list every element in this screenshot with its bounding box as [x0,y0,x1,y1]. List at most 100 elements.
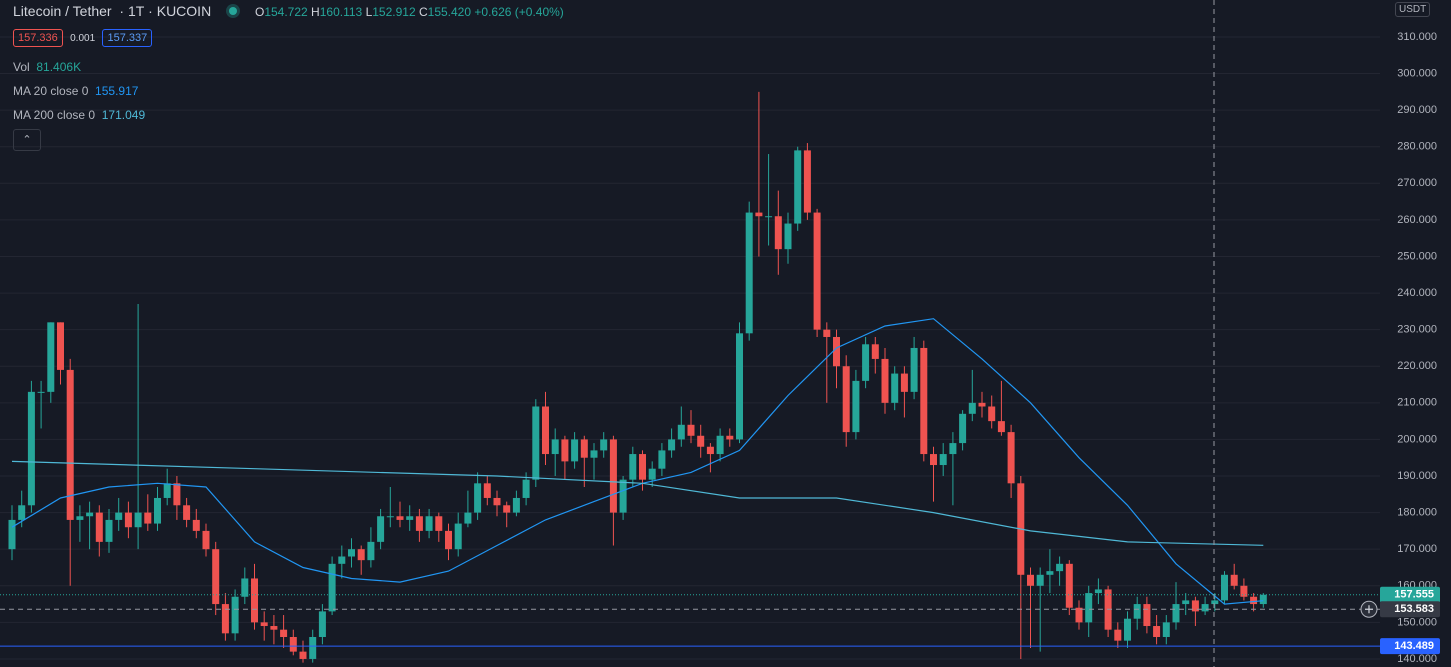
trade-boxes: 157.336 0.001 157.337 [13,29,153,47]
candle-body [18,505,26,520]
currency[interactable]: USDT [1395,2,1431,17]
legend-name: MA 20 close 0 [13,84,89,98]
ohlc-label: C [418,5,428,19]
price-tag-label: 157.555 [1394,589,1434,601]
y-tick-label: 310.000 [1397,31,1437,43]
candle-body [949,443,957,455]
candle-body [551,439,559,455]
candle-body [716,435,724,455]
sell-price[interactable]: 157.336 [13,29,63,47]
candle-body [124,512,132,528]
symbol[interactable]: Litecoin / Tether [13,3,112,19]
candle-body [561,439,569,462]
price-tag [1380,601,1440,618]
ohlc-value: 160.113 [319,5,363,19]
candle-body [619,479,627,513]
spread: 0.001 [70,33,96,44]
candle-body [1162,622,1170,637]
candle-body [1153,626,1161,637]
candle-body [823,329,831,337]
candle-body [318,611,326,637]
candle-body [600,439,608,451]
candle-body [144,512,152,524]
candle-body [639,454,646,480]
legend-value: 171.049 [101,108,146,122]
candle-body [309,636,317,659]
candle-body [1027,574,1034,586]
candle-body [27,391,35,506]
candle-body [425,516,433,531]
price-tag [1380,586,1440,603]
ohlc-label: O [254,5,265,19]
candle-body [37,391,45,393]
candle-body [76,516,84,520]
candle-body [1172,604,1180,623]
volume-label: Vol [13,60,30,74]
candle-body [930,454,937,466]
candle-body [755,212,763,217]
candle-body [163,483,171,498]
candle-body [580,439,588,458]
candle-body [1250,596,1258,605]
candle-body [1007,432,1015,484]
ohlc-label: L [365,5,373,19]
interval[interactable]: 1T [127,3,145,19]
candle-body [833,336,840,367]
y-tick-label: 210.000 [1397,397,1437,409]
ma-line [11,460,1264,546]
candle-body [736,333,743,440]
candle-body [687,424,695,436]
candle-body [483,483,491,498]
candle-body [367,541,375,561]
candle-body [697,435,705,447]
buy-price[interactable]: 157.337 [102,29,153,47]
candle-body [978,402,986,407]
candle-body [445,530,452,550]
candle-body [852,380,860,433]
candle-body [1036,574,1044,586]
candle-body [997,421,1005,433]
candle-body [1221,574,1228,601]
candle-body [677,424,685,440]
candle-body [900,373,908,392]
candle-body [542,406,549,455]
candle-body [745,212,753,334]
exchange: KUCOIN [156,3,212,19]
volume-legend: Vol 81.406K [13,60,81,74]
candle-body [154,497,161,524]
candle-body [959,413,967,444]
candle-body [1240,585,1248,597]
y-tick-label: 200.000 [1397,433,1437,445]
ohlc-value: 152.912 [372,5,416,19]
y-tick-label: 240.000 [1397,287,1437,299]
y-tick-label: 250.000 [1397,250,1437,262]
candle-body [251,578,258,623]
candle-body [221,604,229,634]
candle-body [881,358,889,403]
candle-body [241,578,249,597]
candle-body [522,479,530,498]
symbol-line: Litecoin / Tether · 1T · KUCOIN O154.722… [13,3,564,19]
status-dot [229,7,238,15]
candle-body [1201,604,1209,612]
candle-body [1046,571,1054,575]
candle-body [406,516,414,520]
candle-body [765,216,773,218]
y-tick-label: 140.000 [1397,653,1437,665]
y-tick-label: 230.000 [1397,324,1437,336]
candle-body [988,406,996,422]
candle-body [377,516,385,542]
candle-body [968,402,976,414]
candle-body [532,406,540,480]
candle-body [774,216,782,250]
candle-body [95,512,103,542]
candle-body [231,596,239,634]
y-tick-label: 300.000 [1397,67,1437,79]
collapse-button[interactable]: ⌃ [13,129,41,151]
candle-body [289,636,297,652]
candle-body [415,516,423,531]
price-tag-label: 153.583 [1394,603,1434,615]
candle-body [1065,563,1073,608]
